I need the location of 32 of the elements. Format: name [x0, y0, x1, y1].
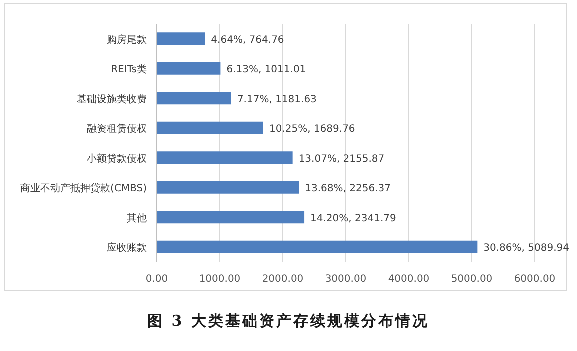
y-tick-label: 融资租赁债权: [87, 123, 147, 136]
data-label: 6.13%, 1011.01: [226, 64, 306, 76]
x-tick-label: 5000.00: [451, 274, 493, 285]
bar: [157, 240, 478, 254]
x-tick-label: 0.00: [146, 274, 168, 285]
bar: [157, 32, 206, 46]
x-tick-label: 2000.00: [262, 274, 304, 285]
bar: [157, 152, 293, 164]
x-tick-label: 6000.00: [514, 274, 556, 285]
data-label: 14.20%, 2341.79: [310, 213, 396, 224]
y-tick-label: 其他: [127, 212, 147, 224]
bar: [157, 181, 300, 194]
y-tick-label: 基础设施类收费: [77, 93, 147, 106]
data-label: 13.07%, 2155.87: [298, 154, 385, 165]
bar: [157, 211, 305, 224]
data-label: 13.68%, 2256.37: [305, 184, 391, 195]
data-label: 30.86%, 5089.94: [484, 243, 570, 254]
bar: [157, 62, 221, 75]
bar: [157, 92, 232, 105]
y-tick-label: REITs类: [111, 64, 147, 76]
data-label: 4.64%, 764.76: [211, 34, 284, 46]
data-label: 10.25%, 1689.76: [269, 124, 356, 136]
y-tick-label: 应收账款: [107, 242, 147, 254]
y-tick-label: 购房尾款: [107, 34, 147, 46]
y-tick-label: 商业不动产抵押贷款(CMBS): [20, 182, 148, 195]
y-tick-label: 小额贷款债权: [87, 152, 147, 165]
x-tick-label: 4000.00: [388, 274, 430, 285]
bar: [157, 122, 264, 134]
x-tick-label: 3000.00: [325, 274, 367, 285]
x-tick-label: 1000.00: [199, 274, 241, 285]
data-label: 7.17%, 1181.63: [237, 94, 317, 106]
text: 图 3 大类基础资产存续规模分布情况: [148, 312, 430, 330]
